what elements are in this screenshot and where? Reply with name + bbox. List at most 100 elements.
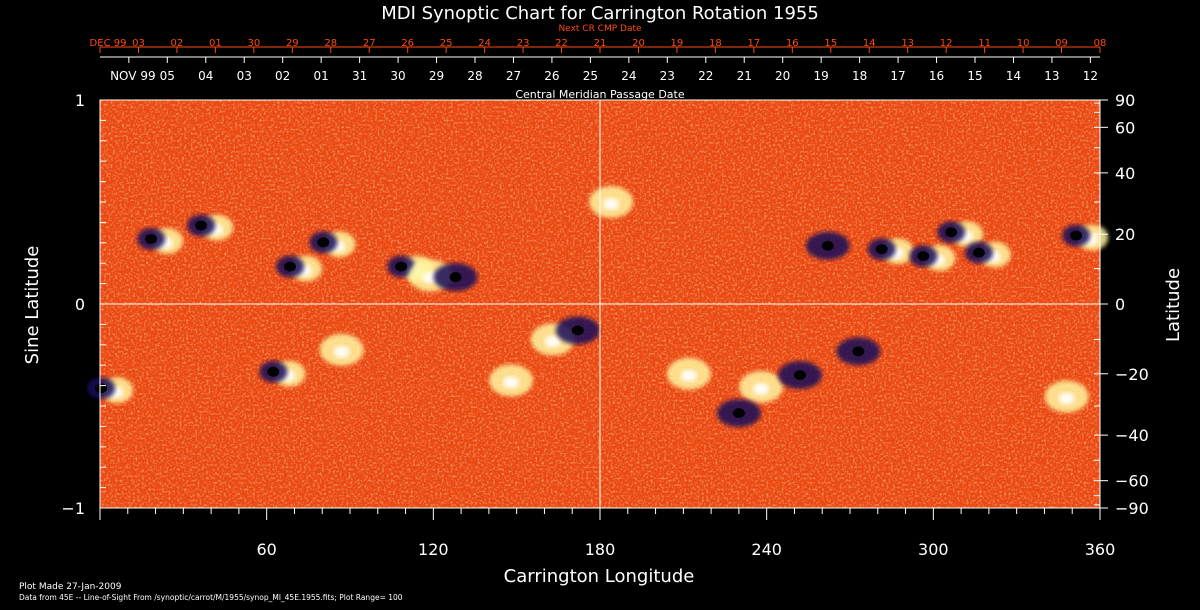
- x-tick-label: 240: [751, 540, 782, 559]
- y-left-tick-label: 0: [75, 295, 85, 314]
- next-cmp-date-label: 09: [1055, 38, 1068, 49]
- cmp-date-label: 17: [890, 69, 905, 83]
- footer-data-source: Data from 45E -- Line-of-Sight From /syn…: [19, 593, 403, 602]
- negative-polarity-core: [317, 237, 330, 248]
- active-region: [1044, 380, 1089, 413]
- negative-polarity-core: [571, 325, 584, 336]
- x-axis-label: Carrington Longitude: [504, 566, 695, 587]
- next-cmp-date-label: 11: [978, 38, 991, 49]
- next-cmp-date-label: 02: [171, 38, 184, 49]
- cmp-date-label: 18: [852, 69, 867, 83]
- next-cmp-date-label: 03: [132, 38, 145, 49]
- cmp-date-label: 29: [429, 69, 444, 83]
- cmp-date-label: 02: [275, 69, 290, 83]
- negative-polarity-core: [395, 261, 408, 272]
- next-cmp-axis-title: Next CR CMP Date: [558, 24, 642, 34]
- negative-polarity-core: [852, 346, 865, 357]
- positive-polarity-core: [503, 376, 520, 389]
- cmp-date-label: 28: [467, 69, 482, 83]
- cmp-date-label: 19: [814, 69, 829, 83]
- y-axis-left-label: Sine Latitude: [22, 246, 43, 365]
- active-region: [778, 361, 822, 390]
- active-region: [187, 214, 234, 241]
- magnetogram-map: [87, 99, 1109, 509]
- cmp-date-label: 21: [737, 69, 752, 83]
- active-region: [489, 364, 534, 397]
- active-region: [666, 357, 711, 390]
- active-region: [433, 263, 478, 292]
- y-right-tick-label: 40: [1115, 164, 1135, 183]
- next-cmp-date-label: 25: [440, 38, 453, 49]
- y-right-tick-label: −40: [1115, 426, 1149, 445]
- active-region: [589, 186, 634, 218]
- next-cmp-date-axis: DEC 99 03 02 01 30 29 28 27 26 25 24 23 22 21 20 19 18 17…: [90, 38, 1106, 53]
- positive-polarity-core: [1058, 392, 1075, 405]
- next-cmp-date-label: 24: [478, 38, 491, 49]
- active-region: [867, 238, 914, 265]
- positive-polarity-core: [333, 345, 350, 358]
- next-cmp-date-label: 01: [209, 38, 222, 49]
- active-region: [309, 231, 356, 258]
- cmp-date-label: 27: [506, 69, 521, 83]
- active-region: [964, 241, 1011, 268]
- next-cmp-date-label: 28: [324, 38, 337, 49]
- y-right-tick-label: −20: [1115, 365, 1149, 384]
- active-region: [87, 377, 134, 404]
- negative-polarity-core: [732, 408, 745, 419]
- next-cmp-date-label: 18: [709, 38, 722, 49]
- next-cmp-date-label: DEC 99: [90, 38, 127, 49]
- next-cmp-date-label: 26: [401, 38, 414, 49]
- cmp-date-label: 14: [1006, 69, 1021, 83]
- y-right-tick-label: 90: [1115, 91, 1135, 110]
- negative-polarity-core: [284, 261, 296, 272]
- x-tick-label: 300: [918, 540, 949, 559]
- y-left-tick-label: 1: [75, 91, 85, 110]
- x-axis: 60 120 180 240 300 360: [99, 507, 1115, 559]
- cmp-date-label: 23: [660, 69, 675, 83]
- y-right-tick-label: 60: [1115, 118, 1135, 137]
- cmp-date-label: 12: [1083, 69, 1098, 83]
- active-region: [739, 370, 784, 403]
- next-cmp-date-label: 30: [247, 38, 260, 49]
- y-left-tick-label: −1: [61, 499, 85, 518]
- y-right-tick-label: 0: [1115, 295, 1125, 314]
- next-cmp-date-label: 14: [863, 38, 876, 49]
- positive-polarity-core: [603, 198, 620, 210]
- cmp-date-label: 13: [1044, 69, 1059, 83]
- next-cmp-date-label: 19: [671, 38, 684, 49]
- next-cmp-date-label: 21: [594, 38, 607, 49]
- negative-polarity-core: [195, 220, 208, 231]
- negative-polarity-core: [917, 251, 930, 262]
- cmp-date-label: NOV 99: [110, 69, 156, 83]
- footer-plot-made: Plot Made 27-Jan-2009: [19, 582, 122, 592]
- active-region: [259, 360, 306, 387]
- next-cmp-date-label: 27: [363, 38, 376, 49]
- next-cmp-date-label: 12: [940, 38, 953, 49]
- next-cmp-date-label: 15: [824, 38, 837, 49]
- active-region: [137, 227, 184, 254]
- negative-polarity-core: [1070, 230, 1083, 241]
- active-region: [805, 231, 850, 260]
- cmp-date-label: 03: [237, 69, 252, 83]
- active-region: [555, 316, 600, 345]
- active-region: [1062, 224, 1109, 251]
- y-axis-right-label: Latitude: [1163, 268, 1184, 342]
- y-right-tick-label: −60: [1115, 472, 1149, 491]
- negative-polarity-core: [875, 244, 888, 255]
- positive-polarity-core: [753, 382, 770, 395]
- x-tick-label: 120: [418, 540, 449, 559]
- cmp-date-label: 31: [352, 69, 367, 83]
- next-cmp-date-label: 20: [632, 38, 645, 49]
- cmp-axis-title: Central Meridian Passage Date: [515, 88, 684, 101]
- active-region: [909, 245, 956, 272]
- active-region: [276, 255, 322, 282]
- next-cmp-date-label: 29: [286, 38, 299, 49]
- cmp-date-label: 16: [929, 69, 944, 83]
- negative-polarity-core: [267, 366, 280, 377]
- negative-polarity-core: [449, 272, 462, 283]
- y-right-tick-label: 20: [1115, 225, 1135, 244]
- positive-polarity-core: [680, 369, 697, 382]
- negative-polarity-core: [145, 233, 158, 244]
- y-axis-right: 90 60 40 20 0 −20 −40 −60 −90: [1094, 91, 1149, 518]
- negative-polarity-core: [972, 247, 985, 258]
